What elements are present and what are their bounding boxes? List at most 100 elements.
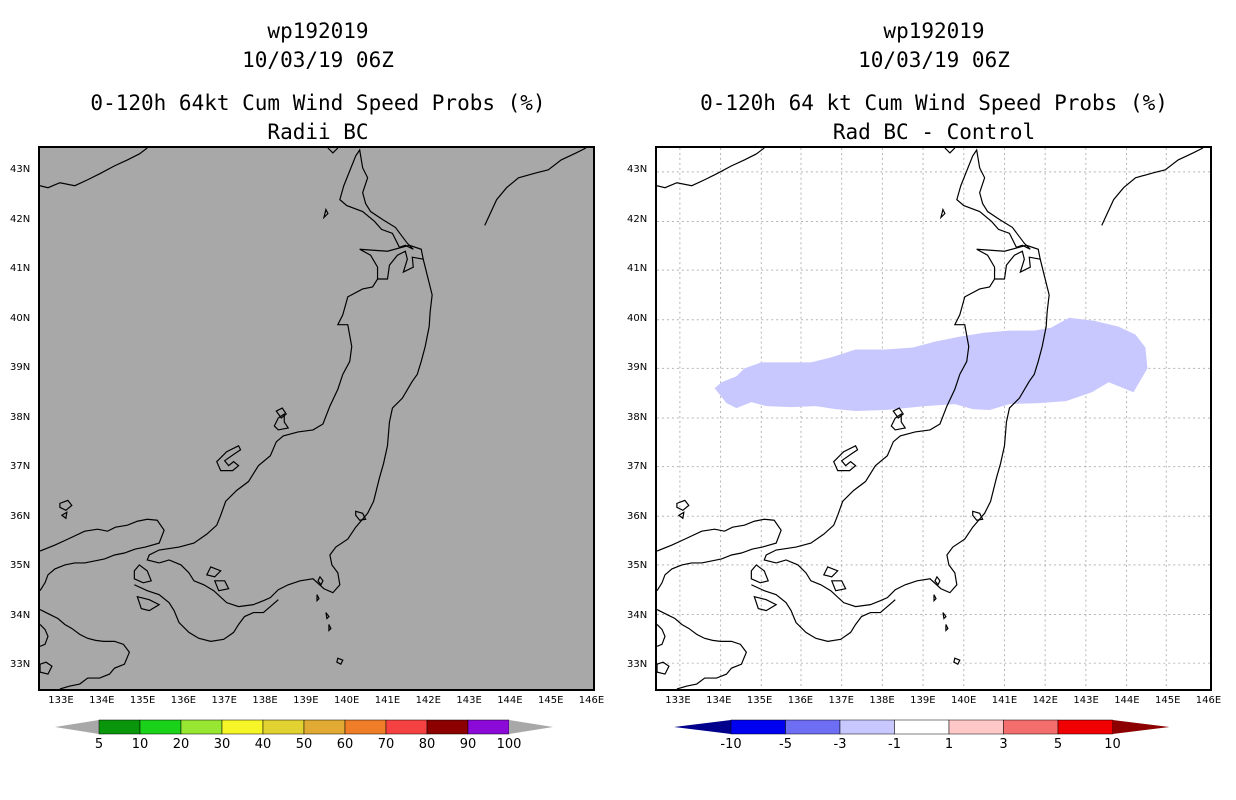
probability-difference-region	[714, 317, 1148, 412]
coastline-segment	[205, 566, 222, 578]
coastline-segment	[972, 510, 984, 521]
coastline-segment	[763, 278, 996, 564]
colorbar-swatch	[1057, 719, 1113, 735]
right-title-storm-id: wp192019	[883, 19, 985, 43]
colorbar-swatch	[98, 719, 141, 735]
coastline-segment	[213, 580, 230, 592]
coastline-segment	[40, 148, 148, 189]
coastline-segment	[316, 594, 320, 603]
lat-label: 33N	[627, 659, 648, 670]
colorbar-high-triangle	[1112, 720, 1170, 734]
coastline-segment	[40, 518, 165, 592]
lon-label: 134E	[706, 695, 732, 706]
coastline-segment	[60, 511, 68, 520]
lon-label: 142E	[415, 695, 441, 706]
lon-label: 145E	[538, 695, 564, 706]
lat-label: 41N	[627, 263, 648, 274]
coastline-segment	[136, 595, 161, 612]
colorbar-swatch	[730, 719, 786, 735]
lon-label: 138E	[252, 695, 278, 706]
lat-label: 43N	[10, 164, 31, 175]
right-title-product: 0-120h 64 kt Cum Wind Speed Probs (%)	[700, 91, 1168, 115]
lat-label: 35N	[10, 560, 31, 571]
coastline-segment	[657, 609, 748, 689]
lat-label: 35N	[627, 560, 648, 571]
lat-label: 36N	[627, 511, 648, 522]
left-title-variant: Radii BC	[267, 120, 369, 144]
lon-label: 136E	[787, 695, 814, 706]
coastline-segment	[40, 624, 49, 647]
lat-label: 38N	[627, 412, 648, 423]
coastline-segment	[275, 407, 288, 419]
colorbar-label: 10	[1104, 737, 1121, 752]
right-title-datetime: 10/03/19 06Z	[858, 48, 1010, 72]
coastline-segment	[890, 412, 907, 431]
right-map-svg	[657, 148, 1210, 689]
lon-label: 141E	[374, 695, 401, 706]
lat-label: 38N	[10, 412, 31, 423]
left-title-datetime: 10/03/19 06Z	[242, 48, 394, 72]
lat-label: 41N	[10, 263, 31, 274]
colorbar-label: 80	[418, 737, 436, 752]
left-map-panel	[38, 146, 595, 691]
coastline-segment	[327, 148, 339, 154]
lat-label: 34N	[10, 610, 31, 621]
lat-label: 37N	[10, 461, 31, 472]
colorbar-swatch	[303, 719, 346, 735]
colorbar-label: 70	[377, 737, 395, 752]
coastline-segment	[328, 624, 332, 632]
colorbar-label: -10	[720, 737, 742, 752]
colorbar-low-triangle	[55, 720, 99, 734]
lon-label: 143E	[456, 695, 482, 706]
colorbar-label: 5	[94, 737, 104, 752]
coastline-segment	[953, 657, 961, 665]
colorbar-swatch	[262, 719, 305, 735]
coastline-segment	[830, 580, 847, 592]
coastline-segment	[40, 661, 53, 675]
lon-label: 140E	[950, 695, 977, 706]
coastline-segment	[945, 624, 949, 632]
lon-label: 144E	[497, 695, 523, 706]
coastline-segment	[134, 584, 279, 642]
lat-label: 36N	[10, 511, 31, 522]
lat-label: 42N	[10, 214, 31, 225]
lon-label: 136E	[170, 695, 197, 706]
colorbar-swatch	[221, 719, 264, 735]
coastline-segment	[657, 148, 765, 189]
coastline-segment	[317, 575, 324, 586]
coastline-segment	[133, 564, 153, 584]
coastline-segment	[336, 657, 344, 665]
coastline-segment	[976, 244, 1041, 280]
left-title-product: 0-120h 64kt Cum Wind Speed Probs (%)	[90, 91, 546, 115]
lat-label: 34N	[627, 610, 648, 621]
lon-label: 143E	[1073, 695, 1099, 706]
lat-label: 43N	[627, 164, 648, 175]
lat-label: 40N	[627, 313, 648, 324]
colorbar-swatch	[139, 719, 182, 735]
colorbar-swatch	[180, 719, 223, 735]
colorbar-label: -3	[833, 737, 847, 752]
coastline-segment	[942, 612, 947, 620]
colorbar-swatch	[426, 719, 469, 735]
coastline-segment	[216, 444, 242, 472]
coastline-segment	[40, 609, 131, 689]
colorbar-label: -1	[888, 737, 901, 752]
colorbar-label: 40	[254, 737, 272, 752]
right-gridlines	[657, 148, 1210, 689]
right-title-variant: Rad BC - Control	[832, 120, 1036, 144]
colorbar-label: 5	[1053, 737, 1063, 752]
lon-label: 139E	[910, 695, 936, 706]
coastline-segment	[657, 518, 782, 592]
coastline-segment	[939, 207, 946, 220]
colorbar-high-triangle	[509, 720, 553, 734]
coastline-segment	[892, 407, 905, 419]
right-coastline	[657, 148, 1204, 689]
lon-label: 133E	[48, 695, 74, 706]
colorbar-label: -5	[779, 737, 792, 752]
lat-label: 39N	[10, 362, 31, 373]
coastline-segment	[657, 661, 670, 675]
coastline-segment	[1101, 148, 1204, 226]
coastline-segment	[355, 510, 367, 521]
left-map-svg	[40, 148, 587, 689]
colorbar-swatch	[839, 719, 895, 735]
